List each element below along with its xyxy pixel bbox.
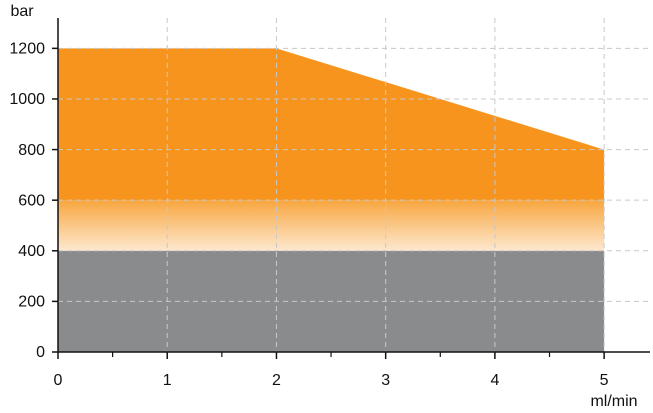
area (58, 200, 605, 251)
y-tick-label: 600 (18, 192, 45, 209)
x-axis-label: ml/min (590, 393, 637, 410)
x-tick-label: 5 (600, 372, 609, 389)
y-tick-label: 1000 (9, 91, 45, 108)
x-tick-label: 1 (163, 372, 172, 389)
y-tick-label: 800 (18, 142, 45, 159)
x-tick-label: 2 (272, 372, 281, 389)
y-tick-label: 0 (36, 344, 45, 361)
x-tick-label: 3 (381, 372, 390, 389)
x-tick-label: 0 (54, 372, 63, 389)
y-axis-label: bar (10, 3, 34, 20)
x-tick-label: 4 (490, 372, 499, 389)
area (58, 48, 605, 201)
y-tick-label: 200 (18, 294, 45, 311)
y-tick-label: 400 (18, 243, 45, 260)
y-tick-label: 1200 (9, 41, 45, 58)
